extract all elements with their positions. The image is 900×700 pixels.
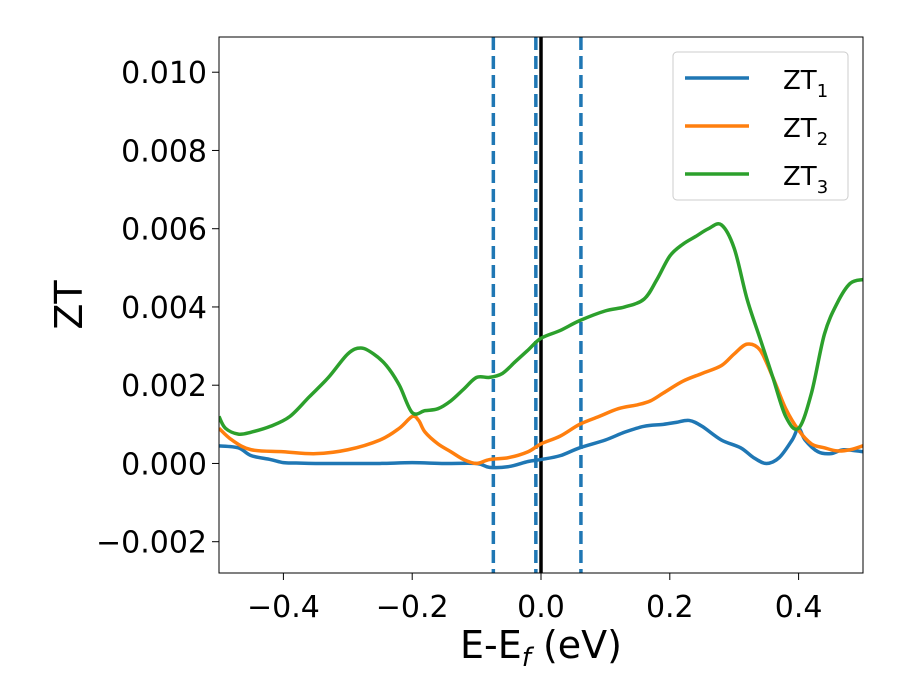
series-line-zt1 (219, 418, 863, 470)
y-tick-label: 0.002 (121, 369, 207, 404)
y-tick-label: 0.010 (121, 56, 207, 91)
y-axis: −0.002 0.000 0.002 0.004 0.006 0.008 0.010 (96, 56, 219, 561)
x-tick-label: 0.2 (646, 590, 694, 625)
series-line-zt3 (219, 222, 863, 437)
y-tick-label: 0.000 (121, 447, 207, 482)
x-axis-title-tail: (eV) (531, 623, 622, 667)
legend-box (672, 51, 849, 201)
x-axis: −0.4 −0.2 0.0 0.2 0.4 (247, 573, 822, 625)
y-tick-label: −0.002 (96, 526, 207, 561)
reference-lines (491, 37, 583, 573)
x-tick-label: −0.4 (247, 590, 320, 625)
x-axis-title-main: E-E (460, 623, 522, 667)
y-tick-label: 0.004 (121, 291, 207, 326)
x-tick-label: −0.2 (376, 590, 449, 625)
x-tick-label: 0.0 (517, 590, 565, 625)
x-tick-label: 0.4 (775, 590, 823, 625)
y-tick-label: 0.006 (121, 213, 207, 248)
legend: ZT1 ZT2 ZT3 (672, 51, 849, 201)
y-axis-title: ZT (47, 280, 91, 330)
legend-label: ZT3 (783, 162, 828, 198)
legend-label: ZT1 (783, 66, 828, 102)
y-tick-label: 0.008 (121, 134, 207, 169)
x-axis-title: E-Ef (eV) (460, 623, 622, 673)
legend-label: ZT2 (783, 114, 828, 150)
series-layer (219, 222, 863, 470)
